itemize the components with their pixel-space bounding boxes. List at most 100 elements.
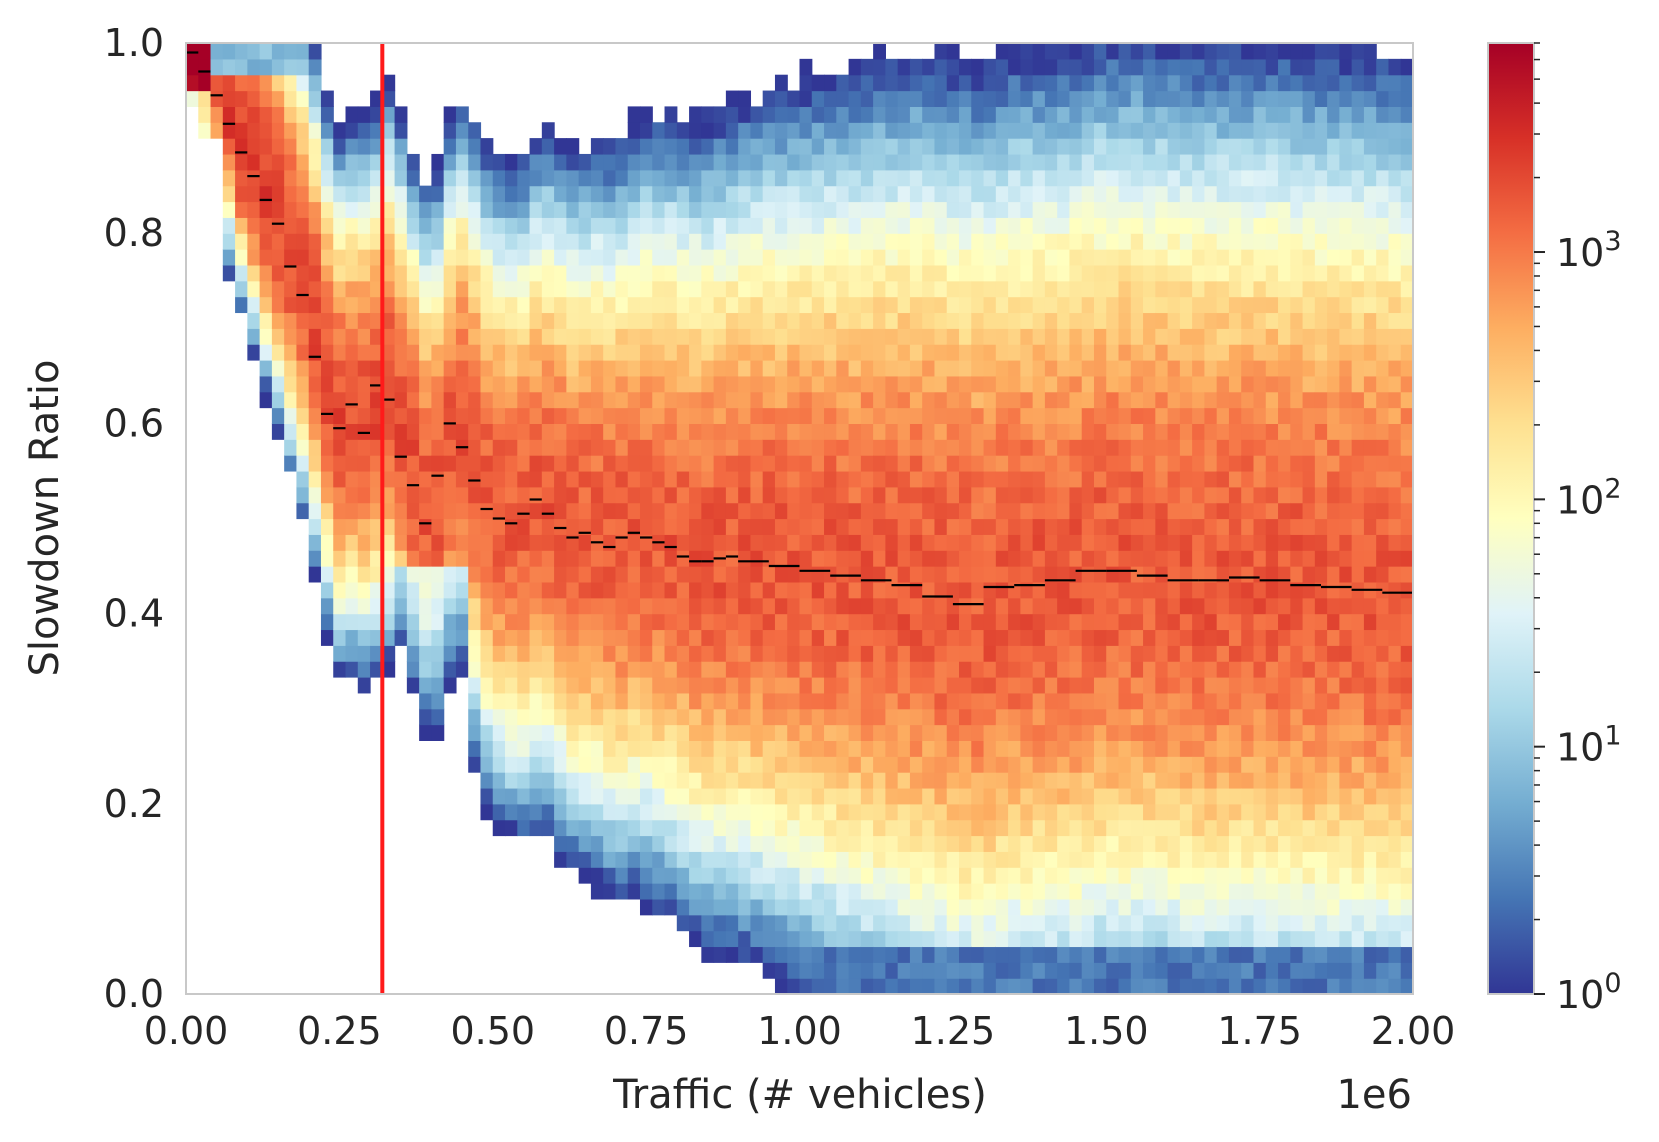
heatmap-cell [946,470,960,488]
heatmap-cell [1216,740,1230,757]
heatmap-cell [1204,138,1218,155]
heatmap-cell [1081,264,1095,282]
heatmap-cell [639,819,653,837]
heatmap-cell [1069,375,1083,393]
heatmap-cell [627,629,641,646]
heatmap-cell [1032,740,1046,757]
heatmap-cell [296,280,310,298]
heatmap-cell [873,629,886,646]
heatmap-cell [394,296,408,314]
heatmap-cell [1130,58,1144,76]
heatmap-cell [296,423,310,440]
heatmap-cell [946,566,960,583]
heatmap-cell [787,169,801,187]
heatmap-cell [357,312,371,329]
heatmap-cell [1167,360,1181,377]
heatmap-cell [897,629,911,646]
heatmap-cell [1093,423,1107,440]
heatmap-cell [1278,185,1291,203]
heatmap-cell [1400,280,1413,298]
heatmap-cell [443,122,457,139]
heatmap-cell [590,169,604,187]
heatmap-cell [1167,597,1181,615]
heatmap-cell [1339,217,1353,234]
heatmap-cell [492,328,506,345]
heatmap-cell [480,518,494,535]
heatmap-cell [468,740,482,757]
heatmap-cell [848,962,862,979]
heatmap-cell [517,233,531,250]
heatmap-cell [603,883,617,900]
heatmap-cell [1388,280,1402,298]
heatmap-cell [750,803,764,821]
heatmap-cell [431,677,445,694]
heatmap-cell [1143,677,1156,694]
heatmap-cell [873,597,886,615]
heatmap-cell [1155,597,1169,615]
heatmap-cell [1093,597,1107,615]
heatmap-cell [455,312,469,329]
heatmap-cell [664,312,678,329]
heatmap-cell [1327,344,1340,361]
heatmap-cell [1314,233,1328,250]
heatmap-cell [1179,439,1193,456]
heatmap-cell [1093,787,1107,805]
heatmap-cell [971,249,985,266]
heatmap-cell [1008,566,1021,583]
heatmap-cell [652,613,666,631]
heatmap-cell [578,233,592,250]
heatmap-cell [664,867,678,884]
heatmap-cell [382,597,396,615]
heatmap-cell [1081,550,1095,567]
heatmap-cell [235,217,248,234]
heatmap-cell [689,153,702,171]
heatmap-cell [774,391,788,409]
heatmap-cell [1081,566,1095,583]
heatmap-cell [333,217,347,234]
heatmap-cell [922,74,936,92]
heatmap-cell [468,439,482,456]
heatmap-cell [983,360,997,377]
heatmap-cell [824,423,837,440]
heatmap-cell [1216,661,1230,678]
heatmap-cell [1032,153,1046,171]
heatmap-cell [1216,534,1230,551]
heatmap-cell [983,185,997,203]
heatmap-cell [995,74,1009,92]
heatmap-cell [1130,280,1144,298]
heatmap-cell [1008,106,1021,123]
heatmap-cell [664,645,678,662]
heatmap-cell [566,550,580,567]
heatmap-cell [1388,312,1402,329]
heatmap-cell [1044,423,1058,440]
heatmap-cell [370,169,383,187]
heatmap-cell [1388,407,1402,424]
heatmap-cell [1130,930,1144,948]
heatmap-cell [1302,470,1316,488]
heatmap-cell [259,169,273,187]
heatmap-cell [689,391,702,409]
heatmap-cell [1057,613,1071,631]
heatmap-cell [1363,534,1377,551]
heatmap-cell [1376,661,1390,678]
heatmap-cell [909,772,923,789]
heatmap-cell [873,708,886,726]
heatmap-cell [382,344,396,361]
heatmap-cell [1093,581,1107,599]
heatmap-cell [394,581,408,599]
heatmap-cell [1155,502,1169,520]
heatmap-cell [247,185,261,203]
heatmap-cell [836,264,850,282]
heatmap-cell [885,946,899,963]
heatmap-cell [406,249,420,266]
heatmap-cell [406,645,420,662]
heatmap-cell [333,375,347,393]
heatmap-cell [701,914,715,932]
heatmap-cell [1069,581,1083,599]
heatmap-cell [946,819,960,837]
heatmap-cell [824,946,837,963]
heatmap-cell [1118,360,1132,377]
heatmap-cell [1265,518,1279,535]
heatmap-cell [627,851,641,868]
heatmap-cell [1020,566,1034,583]
